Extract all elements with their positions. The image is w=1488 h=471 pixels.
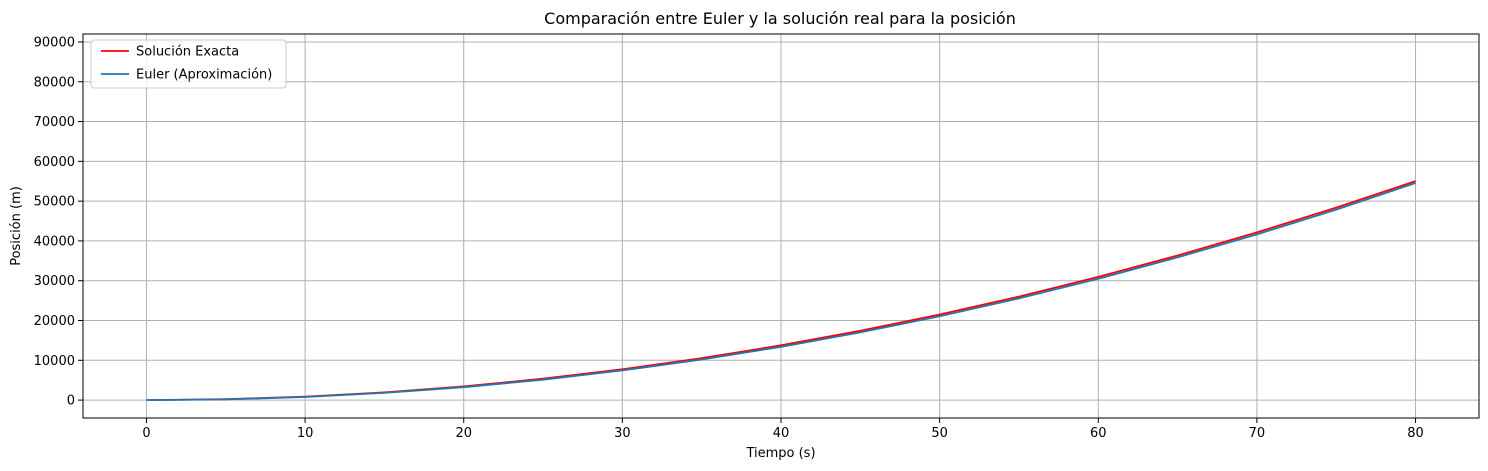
y-tick-label: 50000 (34, 195, 75, 210)
y-tick-label: 20000 (34, 314, 75, 329)
y-tick-label: 90000 (34, 35, 75, 50)
grid (83, 34, 1479, 418)
legend-label-1: Euler (Aproximación) (136, 68, 272, 83)
legend: Solución Exacta Euler (Aproximación) (90, 39, 287, 89)
y-tick-label: 60000 (34, 155, 75, 170)
x-tick-label: 10 (297, 426, 314, 441)
x-tick-label: 40 (773, 426, 790, 441)
x-tick-label: 30 (614, 426, 631, 441)
y-tick-label: 40000 (34, 234, 75, 249)
y-tick-label: 70000 (34, 115, 75, 130)
chart-title: Comparación entre Euler y la solución re… (544, 9, 1016, 28)
y-tick-label: 10000 (34, 354, 75, 369)
x-tick-label: 20 (455, 426, 472, 441)
series-layer (146, 180, 1416, 401)
x-axis-label: Tiempo (s) (745, 446, 815, 461)
series-line-1 (146, 182, 1416, 401)
x-tick-label: 60 (1090, 426, 1107, 441)
x-tick-label: 70 (1249, 426, 1266, 441)
y-tick-label: 30000 (34, 274, 75, 289)
y-tick-label: 80000 (34, 75, 75, 90)
x-tick-label: 0 (142, 426, 150, 441)
legend-label-0: Solución Exacta (136, 45, 239, 60)
y-axis: 0 10000 20000 30000 40000 50000 60000 70000 8000… (34, 35, 83, 409)
x-tick-label: 80 (1407, 426, 1424, 441)
legend-box (90, 39, 287, 89)
y-axis-label: Posición (m) (9, 186, 24, 266)
y-tick-label: 0 (67, 394, 75, 409)
x-axis: 0 10 20 30 40 50 60 70 80 (142, 418, 1424, 441)
x-tick-label: 50 (931, 426, 948, 441)
